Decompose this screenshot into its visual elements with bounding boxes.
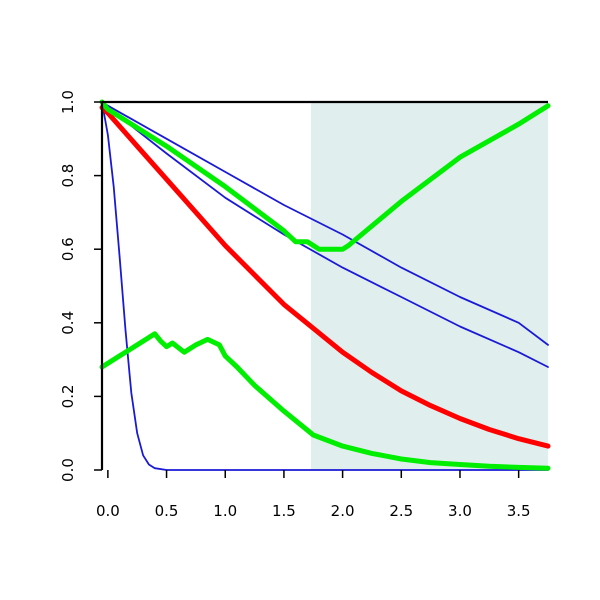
- y-tick-label: 1.0: [59, 90, 77, 114]
- series-line-5: [99, 99, 551, 252]
- x-tick-label: 2.0: [331, 502, 355, 520]
- y-tick-label: 0.4: [59, 311, 77, 335]
- series-line-4: [99, 105, 551, 449]
- series-line-6: [99, 331, 551, 471]
- series-line-3: [101, 101, 549, 346]
- y-tick-label: 0.0: [59, 458, 77, 482]
- shaded-region: [310, 102, 548, 470]
- y-tick-label: 0.8: [59, 164, 77, 188]
- x-tick-label: 2.5: [389, 502, 413, 520]
- y-tick-label: 0.2: [59, 384, 77, 408]
- x-tick-label: 0.5: [155, 502, 179, 520]
- x-tick-label: 3.0: [448, 502, 472, 520]
- x-tick-label: 1.0: [213, 502, 237, 520]
- x-tick-label: 3.5: [507, 502, 531, 520]
- y-tick-label: 0.6: [59, 237, 77, 261]
- x-tick-label: 1.5: [272, 502, 296, 520]
- x-tick-label: 0.0: [96, 502, 120, 520]
